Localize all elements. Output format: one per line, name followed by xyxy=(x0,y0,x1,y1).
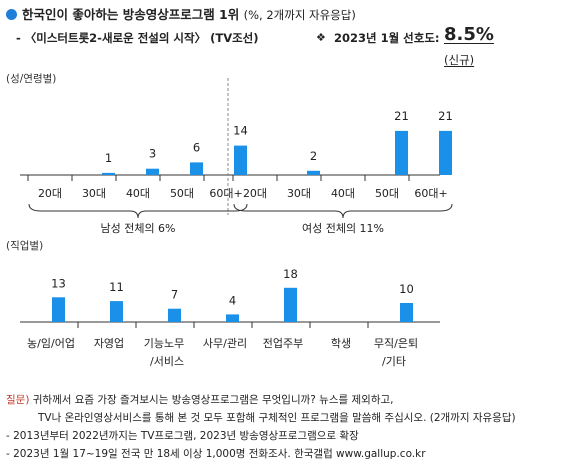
preference-value: 8.5% xyxy=(444,24,494,45)
x-tick-label: 40대 xyxy=(126,187,150,200)
group-label: 여성 전체의 11% xyxy=(302,222,384,235)
x-tick-label: 20대 xyxy=(38,187,62,200)
gender-age-section-label: (성/연령별) xyxy=(6,73,57,85)
value-label: 3 xyxy=(149,147,156,161)
group-brace xyxy=(233,203,453,219)
footnote-question-line1: 질문) 귀하께서 요즘 가장 즐겨보시는 방송영상프로그램은 무엇입니까? 뉴스… xyxy=(6,392,393,407)
chart-subtitle: - 〈미스터트롯2-새로운 전설의 시작〉 (TV조선) xyxy=(16,31,259,45)
x-tick-label: 20대 xyxy=(243,187,267,200)
bar xyxy=(226,314,239,322)
value-label: 4 xyxy=(229,293,236,307)
bar xyxy=(400,303,413,322)
x-tick-label: /기타 xyxy=(382,355,406,368)
value-label: 2 xyxy=(310,149,317,163)
bar xyxy=(146,168,159,175)
preference-label: 2023년 1월 선호도: xyxy=(334,31,440,45)
value-label: 13 xyxy=(51,276,66,290)
bar xyxy=(110,301,123,322)
value-label: 21 xyxy=(394,109,409,123)
bullet-dot-icon xyxy=(6,9,17,20)
bar xyxy=(395,130,408,175)
value-label: 11 xyxy=(109,280,124,294)
value-label: 14 xyxy=(233,124,248,138)
x-tick-label: /서비스 xyxy=(150,355,184,368)
x-tick-label: 60대+ xyxy=(414,187,447,200)
group-brace xyxy=(28,203,248,219)
value-label: 10 xyxy=(399,282,414,296)
footnote-scope-note: - 2013년부터 2022년까지는 TV프로그램, 2023년 방송영상프로그… xyxy=(6,430,359,442)
footnote-question-line2: TV나 온라인영상서비스를 통해 본 것 모두 포함해 구체적인 프로그램을 말… xyxy=(38,412,516,424)
new-entry-tag: (신규) xyxy=(444,53,475,67)
question-tag: 질문) xyxy=(6,394,30,406)
occupation-section-label: (직업별) xyxy=(6,240,44,252)
value-label: 6 xyxy=(193,140,200,154)
value-label: 7 xyxy=(171,288,178,302)
chart-title-text: 한국인이 좋아하는 방송영상프로그램 1위 xyxy=(22,7,240,22)
x-tick-label: 사무/관리 xyxy=(203,337,247,350)
bar xyxy=(439,130,452,175)
chart-title-note: (%, 2개까지 자유응답) xyxy=(243,8,356,22)
value-label: 21 xyxy=(438,109,453,123)
question-text-1: 귀하께서 요즘 가장 즐겨보시는 방송영상프로그램은 무엇입니까? 뉴스를 제외… xyxy=(32,394,394,406)
bar xyxy=(284,287,297,322)
x-tick-label: 전업주부 xyxy=(263,337,303,350)
bar xyxy=(102,172,115,175)
bar xyxy=(52,297,65,322)
bar xyxy=(307,170,320,175)
x-tick-label: 50대 xyxy=(170,187,194,200)
group-label: 남성 전체의 6% xyxy=(100,222,175,235)
value-label: 1 xyxy=(105,151,112,165)
x-tick-label: 30대 xyxy=(287,187,311,200)
x-tick-label: 30대 xyxy=(82,187,106,200)
x-tick-label: 무직/은퇴 xyxy=(374,337,418,350)
x-tick-label: 기능노무 xyxy=(144,337,184,350)
x-tick-label: 농/임/어업 xyxy=(27,337,75,350)
x-tick-label: 60대+ xyxy=(209,187,242,200)
bar xyxy=(234,145,247,175)
value-label: 18 xyxy=(283,267,298,281)
chart-title: 한국인이 좋아하는 방송영상프로그램 1위 (%, 2개까지 자유응답) xyxy=(6,4,356,23)
bar xyxy=(190,162,203,175)
bar xyxy=(168,308,181,322)
footnote-survey-note: - 2023년 1월 17~19일 전국 만 18세 이상 1,000명 전화조… xyxy=(6,448,426,460)
diamond-bullet-icon: ❖ xyxy=(316,31,326,44)
x-tick-label: 학생 xyxy=(331,337,351,350)
x-tick-label: 자영업 xyxy=(94,337,124,350)
x-tick-label: 40대 xyxy=(331,187,355,200)
x-tick-label: 50대 xyxy=(375,187,399,200)
